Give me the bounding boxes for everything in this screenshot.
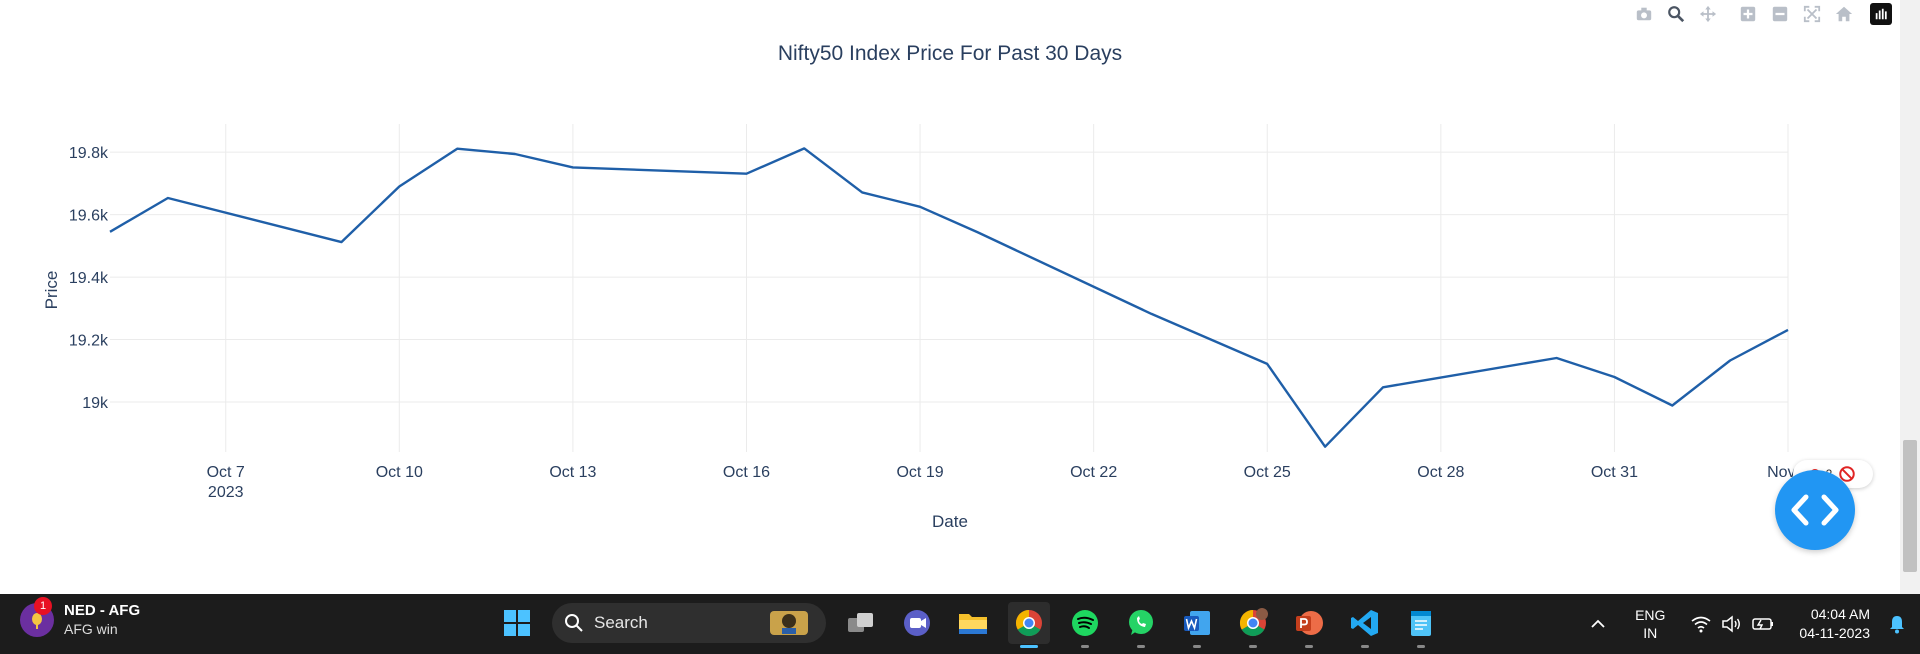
whatsapp-icon[interactable] xyxy=(1120,602,1162,648)
x-tick-label: Oct 19 xyxy=(896,464,943,481)
widget-notification-badge: 1 xyxy=(34,596,52,615)
x-axis-title: Date xyxy=(932,512,968,531)
y-tick-label: 19.4k xyxy=(69,270,109,287)
zoom-icon[interactable] xyxy=(1660,2,1692,26)
x-tick-year-label: 2023 xyxy=(208,484,244,501)
task-view-icon[interactable] xyxy=(840,602,882,644)
taskbar: 1 NED - AFG AFG win Search xyxy=(0,594,1920,654)
grid-layer xyxy=(110,124,1789,452)
zoom-in-icon[interactable] xyxy=(1732,2,1764,26)
taskbar-search[interactable]: Search xyxy=(552,603,826,643)
code-toggle-button[interactable] xyxy=(1775,470,1855,550)
chart-modebar xyxy=(1628,2,1892,26)
system-tray: ENG IN 04:04 AM 04-11-2023 xyxy=(1589,594,1920,654)
search-icon xyxy=(565,614,583,632)
block-icon xyxy=(1839,466,1856,482)
volume-icon xyxy=(1722,615,1741,633)
y-tick-label: 19.2k xyxy=(69,333,109,350)
language-region: IN xyxy=(1643,625,1658,641)
y-tick-label: 19.8k xyxy=(69,145,109,162)
teams-chat-icon[interactable] xyxy=(896,602,938,644)
plotly-logo-icon[interactable] xyxy=(1870,3,1892,25)
chrome-icon[interactable] xyxy=(1008,602,1050,648)
x-tick-label: Oct 16 xyxy=(723,464,770,481)
chrome-profile-icon[interactable] xyxy=(1232,602,1274,648)
taskbar-apps: Search xyxy=(496,602,1442,648)
clock-date: 04-11-2023 xyxy=(1799,625,1870,641)
powerpoint-icon[interactable] xyxy=(1288,602,1330,648)
page-scrollbar[interactable] xyxy=(1900,0,1920,594)
spotify-icon[interactable] xyxy=(1064,602,1106,648)
x-tick-label: Oct 7 xyxy=(207,464,245,481)
word-icon[interactable] xyxy=(1176,602,1218,648)
cricket-widget-icon: 1 xyxy=(20,596,54,637)
zoom-out-icon[interactable] xyxy=(1764,2,1796,26)
page-area: 19k 19.2k 19.4k 19.6k 19.8k Oct 7 2023 Oct 10 Oc… xyxy=(42,0,1920,594)
language-code: ENG xyxy=(1635,607,1666,623)
x-tick-label: Oct 31 xyxy=(1591,464,1638,481)
pan-icon[interactable] xyxy=(1692,2,1724,26)
x-tick-label: Oct 13 xyxy=(549,464,596,481)
scrollbar-thumb[interactable] xyxy=(1903,440,1917,572)
x-tick-label: Oct 22 xyxy=(1070,464,1117,481)
home-icon[interactable] xyxy=(1828,2,1860,26)
vscode-icon[interactable] xyxy=(1344,602,1386,648)
chevron-up-icon[interactable] xyxy=(1589,615,1607,633)
language-indicator[interactable]: ENG IN xyxy=(1635,606,1665,642)
system-clock[interactable]: 04:04 AM 04-11-2023 xyxy=(1799,605,1870,643)
line-chart: 19k 19.2k 19.4k 19.6k 19.8k Oct 7 2023 Oct 10 Oc… xyxy=(42,42,1809,531)
search-label: Search xyxy=(594,613,648,632)
windows-start-icon[interactable] xyxy=(496,602,538,644)
widget-subtitle: AFG win xyxy=(64,621,118,637)
series-layer xyxy=(109,147,1789,448)
chart-title: Nifty50 Index Price For Past 30 Days xyxy=(778,42,1122,65)
x-tick-label: Oct 10 xyxy=(376,464,423,481)
notification-bell-icon[interactable] xyxy=(1888,614,1906,634)
price-series-line[interactable] xyxy=(109,147,1789,448)
camera-icon[interactable] xyxy=(1628,2,1660,26)
clock-time: 04:04 AM xyxy=(1810,606,1870,622)
autoscale-icon[interactable] xyxy=(1796,2,1828,26)
weather-widget[interactable]: 1 NED - AFG AFG win xyxy=(20,596,141,637)
y-tick-label: 19.6k xyxy=(69,208,109,225)
y-axis-title: Price xyxy=(42,271,61,310)
search-highlight-icon xyxy=(770,611,808,635)
y-tick-label: 19k xyxy=(82,395,109,412)
code-icon xyxy=(1791,494,1839,526)
x-tick-label: Oct 28 xyxy=(1417,464,1464,481)
wifi-icon xyxy=(1691,616,1711,633)
x-tick-label: Oct 25 xyxy=(1244,464,1291,481)
axis-layer: 19k 19.2k 19.4k 19.6k 19.8k Oct 7 2023 Oct 10 Oc… xyxy=(69,145,1809,501)
quick-settings[interactable] xyxy=(1691,615,1775,633)
notepad-icon[interactable] xyxy=(1400,602,1442,648)
widget-title: NED - AFG xyxy=(64,602,141,619)
file-explorer-icon[interactable] xyxy=(952,602,994,644)
battery-icon xyxy=(1752,618,1774,630)
